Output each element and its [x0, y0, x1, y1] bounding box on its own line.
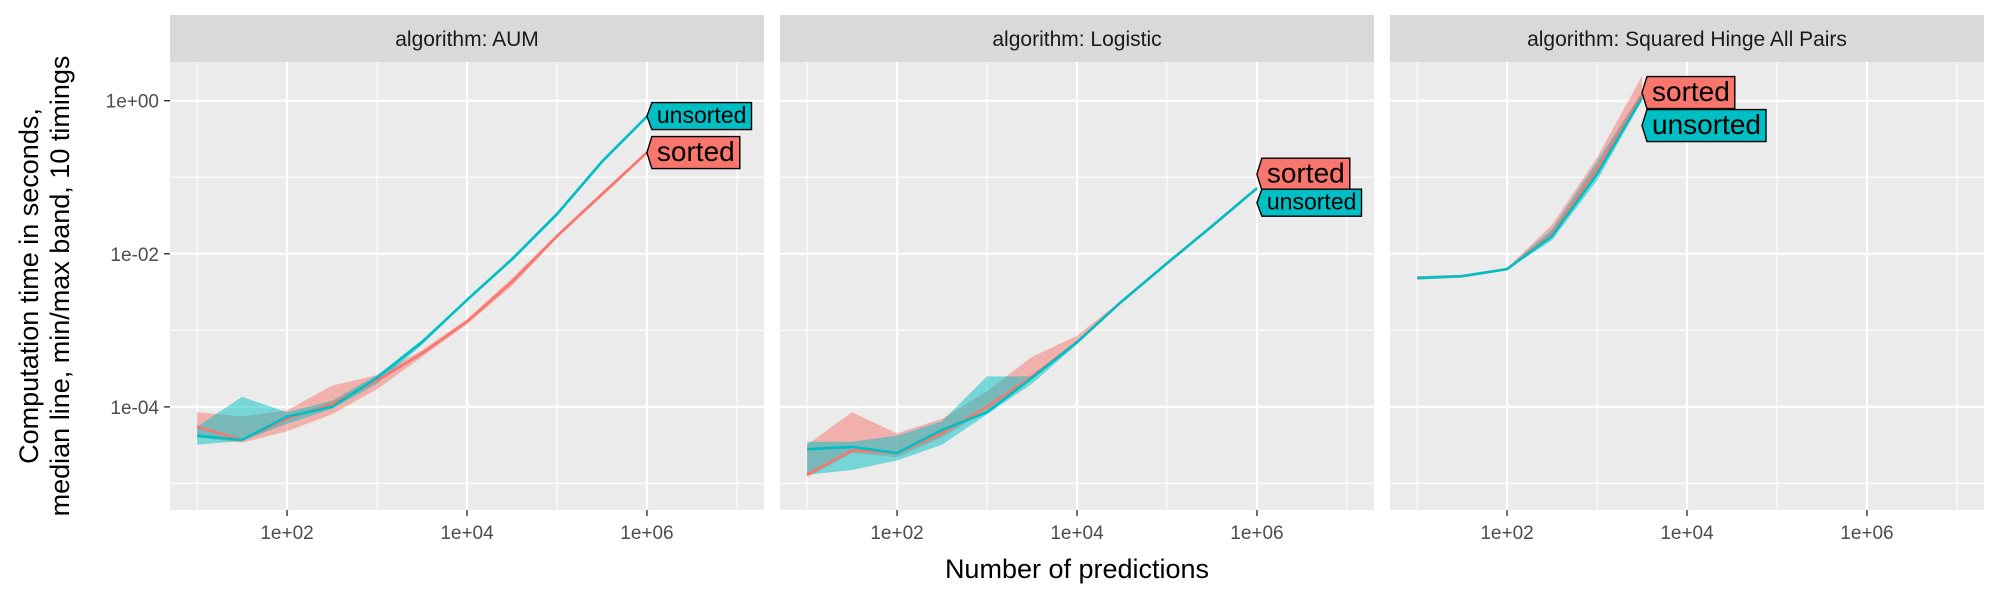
y-tick-label: 1e-04: [110, 398, 159, 419]
median-line-unsorted: [196, 115, 648, 442]
x-tick-label: 1e+02: [870, 523, 923, 544]
panel-strip-title: algorithm: Squared Hinge All Pairs: [1527, 28, 1847, 51]
x-tick-label: 1e+06: [1230, 523, 1283, 544]
panel-1: algorithm: AUM 1e+02 1e+04 1e+06 1e-04 1e-02 1…: [106, 15, 764, 544]
direct-label-sorted: sorted: [657, 136, 735, 167]
direct-label-box-unsorted: [1256, 188, 1363, 217]
x-tick-label: 1e+04: [1050, 523, 1104, 544]
direct-label-sorted: sorted: [1652, 76, 1730, 107]
panel-strip: [1390, 15, 1984, 62]
x-tick-label: 1e+04: [440, 523, 494, 544]
panel-2: algorithm: Logistic 1e+02 1e+04 1e+06 sorted…: [780, 15, 1374, 544]
panel-data: [1417, 76, 1644, 280]
panel-strip-title: algorithm: AUM: [395, 28, 539, 51]
direct-label-box-sorted: [1641, 75, 1736, 110]
x-tick-label: 1e+04: [1660, 523, 1714, 544]
x-tick-label: 1e+02: [260, 523, 313, 544]
median-line-unsorted: [1417, 96, 1644, 280]
x-tick-label: 1e+06: [620, 523, 673, 544]
panel-strip: [170, 15, 764, 62]
direct-label-unsorted: unsorted: [1652, 109, 1761, 140]
direct-label-box-sorted: [646, 135, 741, 170]
panel-data: [806, 186, 1258, 478]
direct-label-unsorted: unsorted: [1267, 189, 1357, 215]
direct-labels: sorted unsorted: [646, 101, 753, 170]
direct-label-sorted: sorted: [1267, 158, 1345, 189]
direct-label-box-unsorted: [646, 101, 753, 131]
panel-strip: [780, 15, 1374, 62]
panel-strip-title: algorithm: Logistic: [992, 28, 1161, 51]
median-line-sorted: [196, 151, 648, 442]
direct-label-unsorted: unsorted: [657, 102, 747, 128]
y-tick-label: 1e-02: [110, 245, 159, 266]
x-axis-title: Number of predictions: [945, 554, 1209, 584]
panel-data: [196, 115, 648, 445]
median-line-unsorted: [807, 187, 1258, 455]
panel-3: algorithm: Squared Hinge All Pairs 1e+02 1…: [1390, 15, 1984, 544]
direct-label-box-sorted: [1256, 157, 1351, 191]
y-tick-label: 1e+00: [106, 92, 159, 113]
panels-layer: algorithm: AUM 1e+02 1e+04 1e+06 1e-04 1e-02 1…: [106, 15, 1984, 544]
y-axis-title-line: Computation time in seconds,: [14, 108, 44, 464]
band-unsorted: [197, 115, 647, 445]
y-axis-title-line: median line, min/max band, 10 timings: [45, 56, 75, 517]
x-tick-label: 1e+02: [1480, 523, 1533, 544]
x-tick-label: 1e+06: [1840, 523, 1893, 544]
y-axis-title: Computation time in seconds, median line,…: [14, 56, 75, 517]
direct-label-box-unsorted: [1641, 108, 1767, 143]
